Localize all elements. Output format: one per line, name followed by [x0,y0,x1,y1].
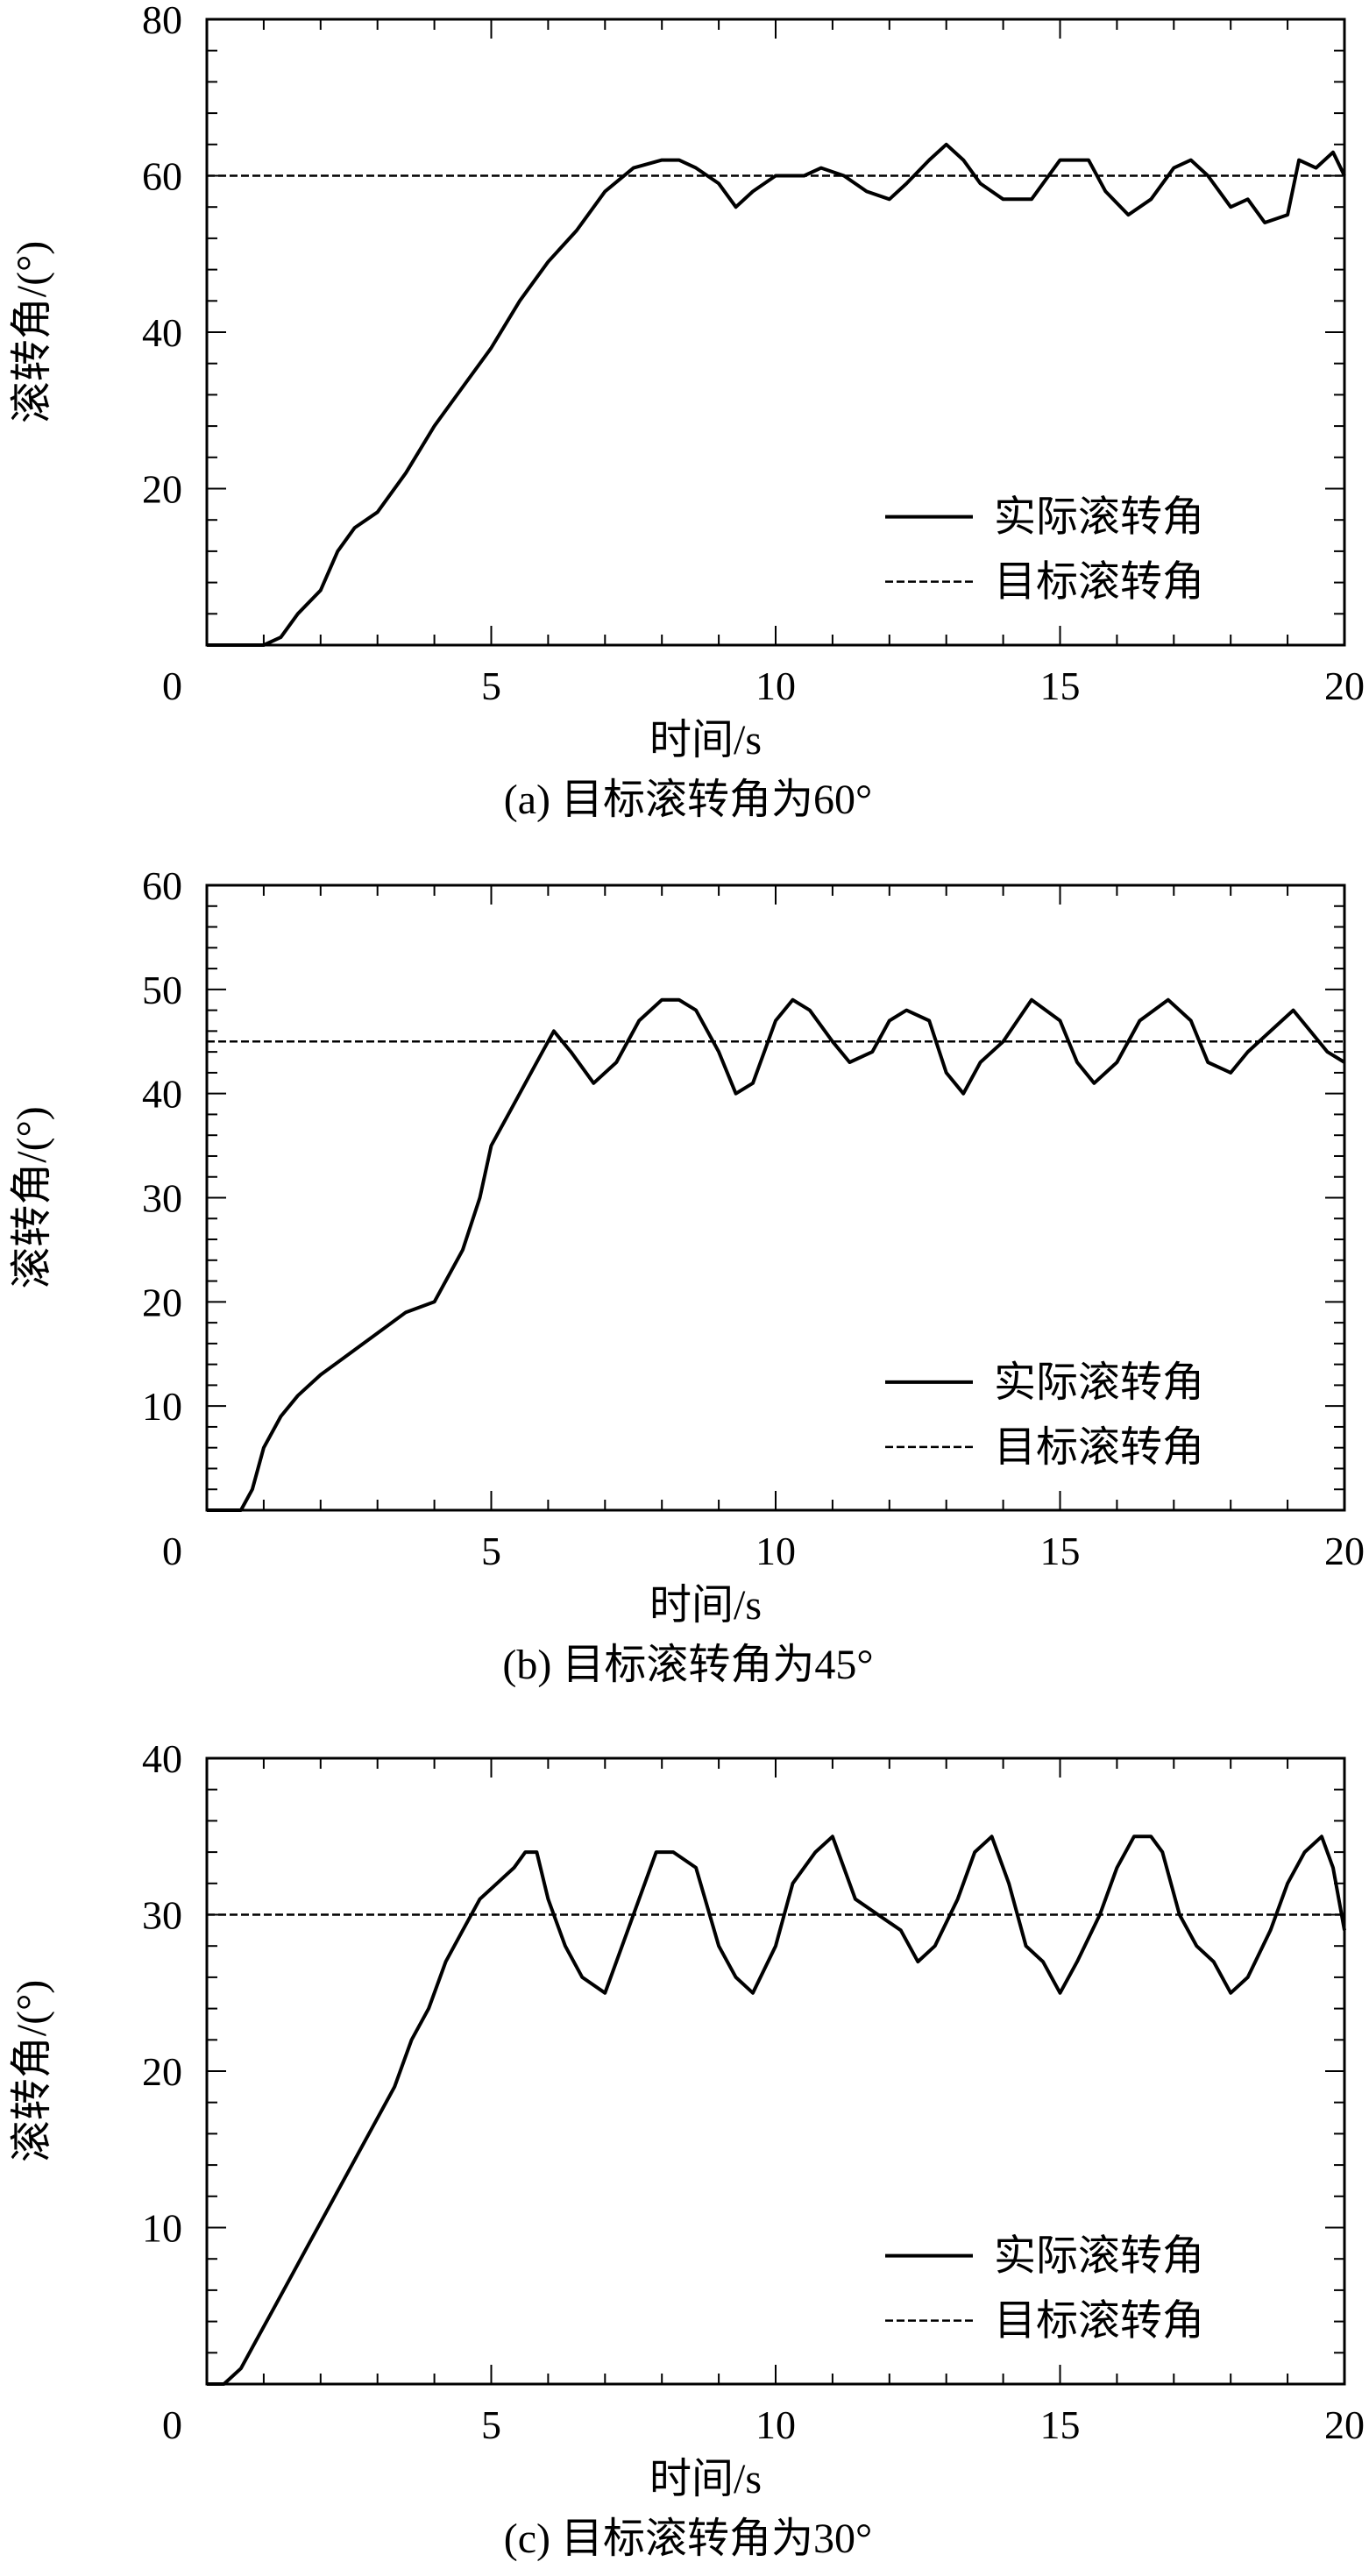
chart-panel-b: 5 10 15 20 10 20 30 40 50 60 0 时间/s 滚转角/(°) (b) 目标滚转角… [9,863,1365,1688]
legend-label: 目标滚转角 [994,559,1204,606]
legend-label: 实际滚转角 [994,1359,1204,1406]
panel-caption: (b) 目标滚转角为45° [502,1642,873,1688]
panel-caption: (c) 目标滚转角为30° [504,2516,872,2562]
y-tick-label: 60 [142,863,182,908]
legend-label: 目标滚转角 [994,2298,1204,2345]
actual-roll-line [207,1834,1346,2386]
x-tick-label: 5 [481,2402,501,2447]
x-tick-label: 10 [755,2402,796,2447]
y-tick-label: 20 [142,467,182,512]
origin-label: 0 [162,1529,182,1573]
chart-panel-c: 5 10 15 20 10 20 30 40 0 时间/s 滚转角/(°) (c) 目标滚转角为30°… [9,1736,1365,2562]
origin-label: 0 [162,664,182,708]
x-tick-label: 10 [755,664,796,708]
y-tick-label: 40 [142,1736,182,1781]
x-tick-label: 15 [1040,2402,1081,2447]
x-tick-label: 15 [1040,664,1081,708]
y-tick-label: 40 [142,310,182,355]
chart-panel-a: 5 10 15 20 20 40 60 80 0 时间/s 滚转角/(°) (a) 目标滚转角为60°… [9,0,1365,823]
y-tick-label: 40 [142,1072,182,1117]
x-axis-label: 时间/s [649,2456,762,2502]
legend-label: 实际滚转角 [994,2233,1204,2280]
legend-label: 实际滚转角 [994,494,1204,541]
actual-roll-line [207,997,1346,1512]
x-tick-label: 20 [1324,1529,1365,1573]
y-axis-label: 滚转角/(°) [9,241,55,424]
y-tick-label: 20 [142,1280,182,1324]
x-tick-label: 15 [1040,1529,1081,1573]
x-tick-label: 10 [755,1529,796,1573]
actual-roll-line [207,142,1346,647]
y-axis-label: 滚转角/(°) [9,1106,55,1289]
plot-frame [205,884,1346,1512]
y-axis-label: 滚转角/(°) [9,1980,55,2163]
x-tick-label: 5 [481,664,501,708]
y-tick-label: 20 [142,2049,182,2094]
y-tick-label: 10 [142,2206,182,2251]
panel-caption: (a) 目标滚转角为60° [504,777,872,823]
x-tick-label: 5 [481,1529,501,1573]
x-tick-label: 20 [1324,2402,1365,2447]
x-axis-label: 时间/s [649,717,762,763]
x-tick-label: 20 [1324,664,1365,708]
y-tick-label: 80 [142,0,182,42]
y-tick-label: 30 [142,1176,182,1221]
y-tick-label: 30 [142,1893,182,1938]
legend-label: 目标滚转角 [994,1424,1204,1471]
y-tick-label: 50 [142,968,182,1012]
y-tick-label: 10 [142,1384,182,1429]
origin-label: 0 [162,2402,182,2447]
y-tick-label: 60 [142,154,182,199]
x-axis-label: 时间/s [649,1582,762,1629]
plot-frame [205,18,1346,647]
plot-frame [205,1756,1346,2386]
